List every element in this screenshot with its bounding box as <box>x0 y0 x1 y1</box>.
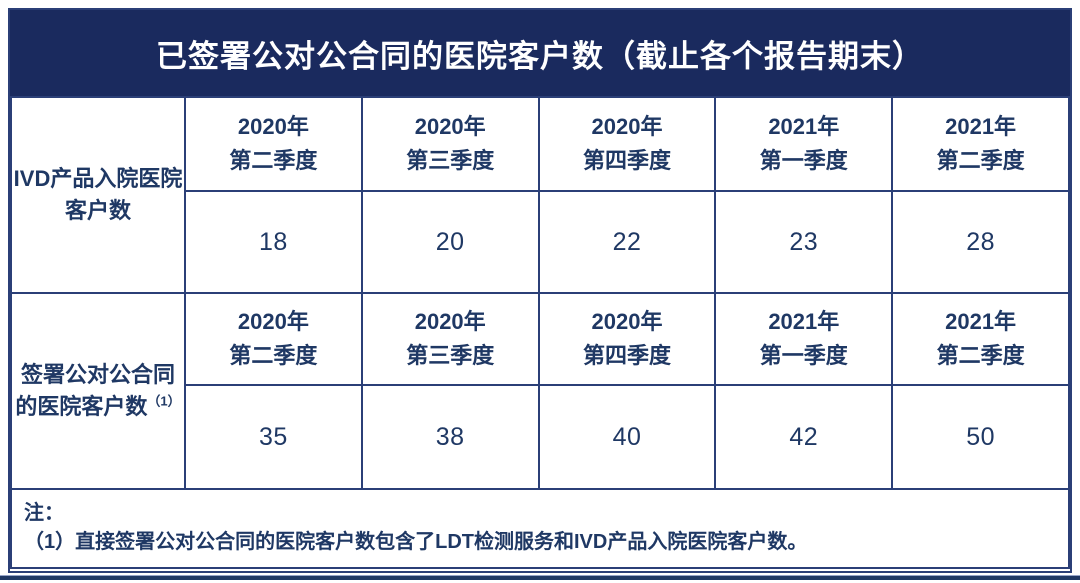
quarter-header-cell: 2021年 第一季度 <box>714 292 894 386</box>
quarter-name: 第四季度 <box>582 148 671 173</box>
report-table-card: 已签署公对公合同的医院客户数（截止各个报告期末） IVD产品入院医院 客户数 2… <box>8 8 1072 573</box>
quarter-name: 第二季度 <box>936 343 1025 368</box>
bottom-divider <box>0 575 1080 580</box>
quarter-year: 2020年 <box>414 113 486 139</box>
note-footnote-text: （1）直接签署公对公合同的医院客户数包含了LDT检测服务和IVD产品入院医院客户… <box>24 531 808 553</box>
value-cell: 42 <box>714 384 894 490</box>
note-cell: 注： （1）直接签署公对公合同的医院客户数包含了LDT检测服务和IVD产品入院医… <box>10 488 1070 569</box>
quarter-header-cell: 2021年 第二季度 <box>891 292 1070 386</box>
quarter-year: 2020年 <box>591 308 663 334</box>
table-row-values-ivd: 18 20 22 23 28 <box>11 190 1070 294</box>
quarter-header-cell: 2020年 第三季度 <box>360 292 540 386</box>
quarter-name: 第一季度 <box>759 148 848 173</box>
row-label-line1: IVD产品入院医院 <box>13 166 183 192</box>
table-row-note: 注： （1）直接签署公对公合同的医院客户数包含了LDT检测服务和IVD产品入院医… <box>10 488 1070 569</box>
quarter-year: 2020年 <box>414 308 486 334</box>
quarter-year: 2021年 <box>768 113 840 139</box>
table-row-quarters-contract: 签署公对公合同 的医院客户数（1） 2020年 第二季度 2020年 第三季度 … <box>10 292 1070 490</box>
footnote-marker: （1） <box>147 393 181 409</box>
quarter-year: 2021年 <box>768 308 840 334</box>
row-label-line2: 客户数 <box>64 198 131 223</box>
row-label-ivd-customers: IVD产品入院医院 客户数 <box>10 96 186 294</box>
value-cell: 50 <box>891 384 1070 490</box>
hospital-customers-table: IVD产品入院医院 客户数 2020年 第二季度 2020年 第三季度 2020… <box>10 96 1070 569</box>
quarter-name: 第二季度 <box>229 148 318 173</box>
quarter-header-cell: 2020年 第四季度 <box>537 96 717 192</box>
value-cell: 40 <box>537 384 717 490</box>
quarter-header-cell: 2021年 第二季度 <box>891 96 1070 192</box>
quarter-year: 2021年 <box>945 308 1017 334</box>
quarter-header-cell: 2020年 第三季度 <box>360 96 540 192</box>
value-cell: 22 <box>537 190 717 294</box>
quarter-year: 2021年 <box>945 113 1017 139</box>
value-cell: 18 <box>184 190 363 294</box>
quarter-header-cell: 2020年 第四季度 <box>537 292 717 386</box>
value-cell: 23 <box>714 190 894 294</box>
quarter-header-cell: 2020年 第二季度 <box>184 292 363 386</box>
value-cell: 35 <box>184 384 363 490</box>
table-title-bar: 已签署公对公合同的医院客户数（截止各个报告期末） <box>10 10 1070 96</box>
value-cell: 38 <box>360 384 540 490</box>
quarter-name: 第四季度 <box>582 343 671 368</box>
row-label-contract-customers: 签署公对公合同 的医院客户数（1） <box>10 292 186 490</box>
quarter-header-cell: 2020年 第二季度 <box>184 96 363 192</box>
quarter-name: 第二季度 <box>229 343 318 368</box>
note-heading: 注： <box>24 502 64 524</box>
value-cell: 20 <box>360 190 540 294</box>
quarter-name: 第三季度 <box>406 148 495 173</box>
table-title: 已签署公对公合同的医院客户数（截止各个报告期末） <box>156 38 924 74</box>
quarter-year: 2020年 <box>591 113 663 139</box>
quarter-header-cell: 2021年 第一季度 <box>714 96 894 192</box>
value-cell: 28 <box>891 190 1070 294</box>
table-row-quarters-ivd: IVD产品入院医院 客户数 2020年 第二季度 2020年 第三季度 2020… <box>10 96 1070 294</box>
table-row-values-contract: 35 38 40 42 50 <box>11 384 1070 490</box>
quarter-year: 2020年 <box>237 308 309 334</box>
quarter-year: 2020年 <box>237 113 309 139</box>
quarter-name: 第二季度 <box>936 148 1025 173</box>
quarter-name: 第一季度 <box>759 343 848 368</box>
quarter-name: 第三季度 <box>406 343 495 368</box>
row-label-line2: 的医院客户数 <box>15 394 148 419</box>
row-label-line1: 签署公对公合同 <box>20 362 175 388</box>
